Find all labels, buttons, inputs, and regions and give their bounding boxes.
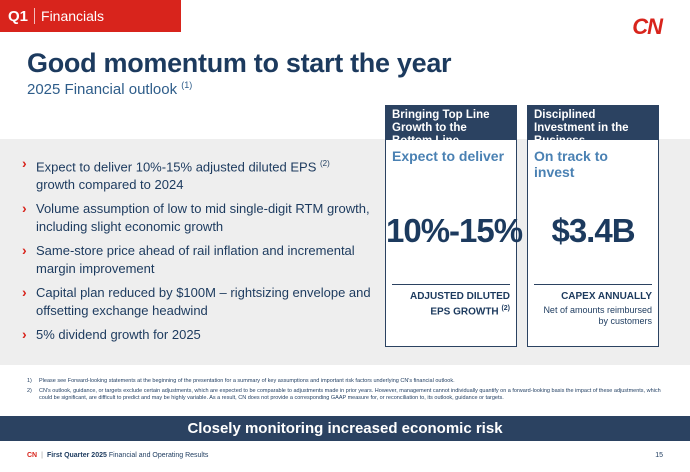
eps-growth-card: Bringing Top Line Growth to the Bottom L… bbox=[385, 105, 523, 347]
tag-divider bbox=[34, 8, 36, 24]
card-heading: Bringing Top Line Growth to the Bottom L… bbox=[386, 106, 516, 147]
caption-footnote-ref: (2) bbox=[501, 305, 510, 312]
bullet-text: Volume assumption of low to mid single-d… bbox=[36, 201, 370, 234]
footer-separator: | bbox=[41, 452, 43, 459]
bullet-text: Same-store price ahead of rail inflation… bbox=[36, 243, 355, 276]
risk-banner: Closely monitoring increased economic ri… bbox=[0, 416, 690, 441]
card-caption: ADJUSTED DILUTED EPS GROWTH (2) bbox=[409, 291, 510, 318]
card-lead: On track to invest bbox=[534, 148, 608, 180]
bullet-text-cont: growth compared to 2024 bbox=[36, 176, 184, 192]
chevron-right-icon: › bbox=[22, 284, 27, 301]
footnote-number: 2) bbox=[27, 388, 32, 394]
card-caption: CAPEX ANNUALLY bbox=[561, 291, 652, 302]
subtitle-footnote-ref: (1) bbox=[181, 80, 193, 90]
card-divider bbox=[392, 284, 510, 285]
page-title: Good momentum to start the year bbox=[27, 48, 452, 78]
bullet-item: › Capital plan reduced by $100M – rights… bbox=[22, 284, 372, 319]
chevron-right-icon: › bbox=[22, 200, 27, 217]
capex-card: Disciplined Investment in the Business O… bbox=[527, 105, 659, 347]
bullet-item: › 5% dividend growth for 2025 bbox=[22, 326, 372, 344]
bullet-text: 5% dividend growth for 2025 bbox=[36, 327, 201, 343]
bullet-text: Expect to deliver 10%-15% adjusted dilut… bbox=[36, 159, 321, 175]
subtitle-text: 2025 Financial outlook bbox=[27, 81, 178, 98]
quarter-label: Q1 bbox=[8, 7, 29, 25]
bullet-item: › Same-store price ahead of rail inflati… bbox=[22, 242, 372, 277]
outlook-bullet-list: › Expect to deliver 10%-15% adjusted dil… bbox=[22, 155, 372, 351]
card-figure: 10%-15% bbox=[386, 212, 523, 249]
footer-brand: CN bbox=[27, 452, 38, 459]
slide-footer: CN | First Quarter 2025 Financial and Oper… bbox=[27, 452, 208, 459]
bullet-item: › Volume assumption of low to mid single… bbox=[22, 200, 372, 235]
bullet-footnote-ref: (2) bbox=[320, 159, 330, 168]
footnote-number: 1) bbox=[27, 378, 32, 384]
page-number: 15 bbox=[655, 452, 663, 459]
section-label: Financials bbox=[41, 8, 105, 24]
footer-period: First Quarter 2025 bbox=[46, 452, 107, 459]
card-figure: $3.4B bbox=[551, 212, 635, 249]
card-lead: Expect to deliver bbox=[392, 148, 505, 164]
chevron-right-icon: › bbox=[22, 326, 27, 343]
footer-title: Financial and Operating Results bbox=[106, 452, 209, 459]
card-note: Net of amounts reimbursed by customers bbox=[543, 305, 652, 326]
footnote-item: 1) Please see Forward-looking statements… bbox=[27, 378, 667, 385]
footnote-item: 2) CN's outlook, guidance, or targets ex… bbox=[27, 388, 667, 402]
page-subtitle: 2025 Financial outlook (1) bbox=[27, 80, 192, 98]
footnotes: 1) Please see Forward-looking statements… bbox=[27, 378, 667, 405]
chevron-right-icon: › bbox=[22, 242, 27, 259]
bullet-item: › Expect to deliver 10%-15% adjusted dil… bbox=[22, 155, 372, 193]
bullet-text: Capital plan reduced by $100M – rightsiz… bbox=[36, 285, 371, 318]
card-divider bbox=[534, 284, 652, 285]
section-tag: Q1 Financials bbox=[0, 0, 181, 32]
footnote-text: Please see Forward-looking statements at… bbox=[39, 378, 455, 384]
chevron-right-icon: › bbox=[22, 155, 27, 171]
card-heading: Disciplined Investment in the Business bbox=[528, 106, 658, 147]
footnote-text: CN's outlook, guidance, or targets exclu… bbox=[39, 388, 661, 401]
cn-logo: CN bbox=[632, 14, 663, 39]
